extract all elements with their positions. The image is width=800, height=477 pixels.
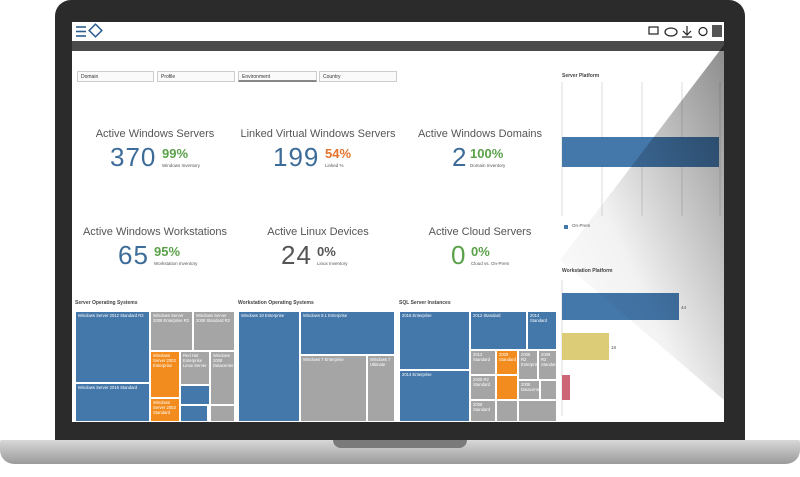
kpi-title: Active Cloud Servers <box>428 226 532 238</box>
kpi-value: 2 <box>452 142 468 172</box>
treemap-tile[interactable]: 2016 Enterprise <box>399 311 470 370</box>
legend-label: On-Prem <box>572 223 591 228</box>
treemap-tile[interactable]: Windows 10 Enterprise <box>238 311 300 422</box>
bar <box>562 375 570 400</box>
filter-box[interactable]: Country <box>319 71 397 82</box>
bar <box>562 333 609 360</box>
treemap-tile[interactable] <box>496 375 518 400</box>
treemap-tile[interactable]: 2014 Standard <box>527 311 557 350</box>
treemap-tile[interactable]: Windows Server 2003 Standard <box>150 398 180 422</box>
comment-icon[interactable] <box>648 26 659 35</box>
treemap-tile[interactable] <box>180 405 208 422</box>
treemap-tile[interactable]: 2008 Datacenter <box>518 380 540 400</box>
kpi-percent: 99% <box>162 146 189 161</box>
kpi-title: Active Windows Domains <box>417 128 543 140</box>
kpi-caption: Domain Inventory <box>470 163 506 168</box>
treemap-tile[interactable]: 2008 Standard <box>470 400 496 422</box>
bar-label: 44 <box>681 305 687 310</box>
kpi-value: 65 <box>118 240 149 270</box>
filter-box[interactable]: Domain <box>77 71 154 82</box>
logo[interactable] <box>88 23 103 38</box>
treemap-title: Workstation Operating Systems <box>238 300 314 306</box>
treemap-tile[interactable]: Windows Server 2016 Standard <box>75 383 150 422</box>
kpi-percent: 0% <box>317 244 336 259</box>
treemap-tile[interactable] <box>210 405 235 422</box>
kpi-title: Active Windows Workstations <box>82 226 228 238</box>
treemap-tile[interactable]: 2008 R2 Standard <box>470 375 496 400</box>
kpi-caption: Windows Inventory <box>162 163 201 168</box>
bar-label: 18 <box>611 345 617 350</box>
bar <box>562 137 719 167</box>
treemap-tile[interactable]: Windows Server 2008 Standard R2 <box>193 311 235 351</box>
kpi-title: Active Windows Servers <box>95 128 215 140</box>
treemap-tile[interactable]: Windows Server 2008 Enterprise R2 <box>150 311 193 351</box>
treemap-tile[interactable] <box>180 385 210 405</box>
top-bar-icons <box>76 23 722 38</box>
chart-title: Server Platform <box>562 73 600 79</box>
treemap-tile[interactable]: Windows 7 Enterprise <box>300 355 367 422</box>
kpi-title: Linked Virtual Windows Servers <box>240 128 396 140</box>
treemap-tile[interactable] <box>518 400 557 422</box>
top-bar <box>72 22 724 42</box>
treemap-tile[interactable] <box>496 400 518 422</box>
kpi-value: 0 <box>451 240 467 270</box>
kpi-caption: Linked % <box>325 163 344 168</box>
treemap-title: Server Operating Systems <box>75 300 138 306</box>
treemap-tile[interactable]: Windows Server 2012 Standard R2 <box>75 311 150 383</box>
treemap-tile[interactable]: Windows 7 Ultimate <box>367 355 395 422</box>
cloud-icon[interactable] <box>664 27 678 37</box>
treemap-tile[interactable]: 2014 Enterprise <box>399 370 470 422</box>
platform-charts <box>561 82 721 416</box>
kpi-caption: Workstation Inventory <box>154 261 198 266</box>
treemap-tile[interactable]: Windows 2008 Datacenter <box>210 351 235 405</box>
kpi-title: Active Linux Devices <box>267 226 369 238</box>
treemap-title: SQL Server Instances <box>399 300 451 306</box>
user-avatar[interactable] <box>712 25 722 37</box>
filter-box[interactable]: Profile <box>157 71 235 82</box>
kpi-value: 199 <box>273 142 320 172</box>
chart-title: Workstation Platform <box>562 268 613 274</box>
filter-box[interactable]: Environment <box>238 71 317 82</box>
kpi-caption: Linux Inventory <box>317 261 348 266</box>
kpi-caption: Cloud vs. On-Prem <box>471 261 510 266</box>
toolbar <box>72 41 724 51</box>
kpi-percent: 54% <box>325 146 352 161</box>
bar <box>562 293 679 320</box>
treemap-tile[interactable]: 2008 Standard <box>496 350 518 375</box>
kpi-value: 370 <box>110 142 157 172</box>
treemap-tile[interactable]: 2012 Standard <box>470 311 527 350</box>
kpi-percent: 100% <box>470 146 504 161</box>
treemap-tile[interactable]: 2012 Standard <box>470 350 496 375</box>
treemap-tile[interactable]: Windows 8.1 Enterprise <box>300 311 395 355</box>
treemap-tile[interactable]: 2008 R2 Enterprise <box>518 350 538 380</box>
treemap-tile[interactable]: Windows Server 2003 Enterprise <box>150 351 180 398</box>
treemap-tile[interactable] <box>540 380 557 400</box>
kpi-value: 24 <box>281 240 312 270</box>
settings-icon[interactable] <box>698 26 708 37</box>
laptop-notch <box>333 440 467 448</box>
menu-icon[interactable] <box>76 26 86 37</box>
legend-swatch <box>564 225 568 229</box>
kpi-percent: 0% <box>471 244 490 259</box>
download-icon[interactable] <box>682 26 692 38</box>
kpi-percent: 95% <box>154 244 181 259</box>
treemap-tile[interactable]: 2008 R2 Standard <box>538 350 557 380</box>
treemap-tile[interactable]: Red Hat Enterprise Linux Server <box>180 351 210 385</box>
